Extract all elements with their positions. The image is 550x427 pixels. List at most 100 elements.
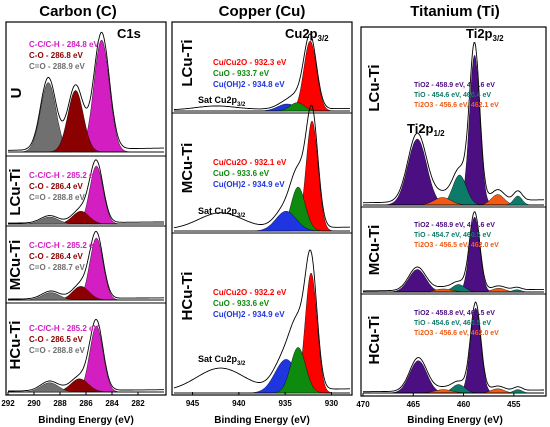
legend-c-u-cch: C-C/C-H - 284.8 eV <box>29 40 99 49</box>
legend-cu-mcu-cu2o: Cu/Cu2O - 932.1 eV <box>213 158 287 167</box>
legend-ti-hcu-tio2: TiO2 - 458.8 eV, 464.5 eV <box>414 310 495 317</box>
tick-label-1-1: 940 <box>232 399 246 408</box>
legend-c-mcu: C-C/C-H - 285.2 eV C-O - 286.4 eV C=O - … <box>29 241 99 272</box>
legend-c-lcu-cch: C-C/C-H - 285.2 eV <box>29 171 99 180</box>
legend-ti-hcu-ti2o3: Ti2O3 - 456.6 eV, 462.0 eV <box>414 330 499 337</box>
sat-label-lcu-sub: 3/2 <box>237 102 246 108</box>
sample-label-c-hcu: HCu-Ti <box>7 321 24 370</box>
sat-label-hcu-sub: 3/2 <box>237 361 246 367</box>
legend-cu-hcu: Cu/Cu2O - 932.2 eV CuO - 933.6 eV Cu(OH)… <box>213 288 287 319</box>
tick-label-2-2: 460 <box>457 400 471 409</box>
peak-2-mcu-ti-5 <box>363 289 544 293</box>
legend-ti-mcu-tio2: TiO2 - 458.9 eV, 464.6 eV <box>414 222 495 229</box>
legend-c-mcu-ceo: C=O - 288.7 eV <box>29 263 85 272</box>
titanium-title: Titanium (Ti) <box>410 3 499 20</box>
legend-c-lcu-ceo: C=O - 288.8 eV <box>29 193 85 202</box>
legend-ti-lcu-tio: TiO - 454.6 eV, 460.4 eV <box>414 92 491 99</box>
envelope-2-lcu-ti <box>363 42 545 204</box>
ti2p12-label: Ti2p1/2 <box>407 121 445 138</box>
envelope-2-mcu-ti <box>363 211 544 292</box>
envelope-0-lcu-ti <box>8 159 164 224</box>
xlabel-titanium: Binding Energy (eV) <box>407 415 503 426</box>
sample-label-u: U <box>8 88 25 99</box>
legend-ti-lcu: TiO2 - 458.9 eV, 464.6 eV TiO - 454.6 eV… <box>414 82 499 109</box>
legend-ti-hcu-tio: TiO - 454.6 eV, 460.5 eV <box>414 320 491 327</box>
peak-2-lcu-ti-0 <box>363 54 544 206</box>
cu2p-label: Cu2p3/2 <box>285 26 329 43</box>
tick-label-1-0: 945 <box>186 399 200 408</box>
legend-c-u: C-C/C-H - 284.8 eV C-O - 286.8 eV C=O - … <box>29 40 99 71</box>
envelope-1-lcu-ti <box>173 33 351 111</box>
legend-c-hcu-cch: C-C/C-H - 285.2 eV <box>29 324 99 333</box>
titanium-frame <box>360 26 547 397</box>
tick-label-0-4: 284 <box>105 399 119 408</box>
sample-label-ti-hcu: HCu-Ti <box>366 316 383 365</box>
tick-label-2-1: 465 <box>407 400 421 409</box>
legend-ti-mcu: TiO2 - 458.9 eV, 464.6 eV TiO - 454.7 eV… <box>414 222 499 249</box>
peak-2-hcu-ti-5 <box>363 389 544 394</box>
legend-cu-mcu: Cu/Cu2O - 932.1 eV CuO - 933.6 eV Cu(OH)… <box>213 158 287 189</box>
sample-label-c-lcu: LCu-Ti <box>7 168 24 215</box>
sat-label-mcu-main: Sat Cu2p <box>198 206 238 216</box>
legend-c-mcu-cch: C-C/C-H - 285.2 eV <box>29 241 99 250</box>
sat-label-lcu: Sat Cu2p3/2 <box>198 95 246 108</box>
legend-cu-lcu-cu2o: Cu/Cu2O - 932.3 eV <box>213 58 287 67</box>
sample-label-c-mcu: MCu-Ti <box>7 240 24 291</box>
ti2p32-sub: 3/2 <box>493 34 505 43</box>
legend-ti-mcu-ti2o3: Ti2O3 - 456.5 eV, 462.0 eV <box>414 242 499 249</box>
legend-c-lcu: C-C/C-H - 285.2 eV C-O - 286.4 eV C=O - … <box>29 171 99 202</box>
legend-ti-lcu-ti2o3: Ti2O3 - 456.6 eV, 462.1 eV <box>414 102 499 109</box>
tick-label-1-2: 935 <box>278 399 292 408</box>
peak-1-hcu-ti-2 <box>174 347 350 394</box>
envelope-1-hcu-ti <box>173 249 350 390</box>
legend-c-lcu-co: C-O - 286.4 eV <box>29 182 83 191</box>
peak-2-lcu-ti-5 <box>363 195 544 206</box>
envelope-0-u <box>8 31 164 151</box>
envelope-2-hcu-ti <box>363 301 544 393</box>
sat-label-hcu-main: Sat Cu2p <box>198 354 238 364</box>
legend-ti-mcu-tio: TiO - 454.7 eV, 460.5 eV <box>414 232 491 239</box>
legend-c-hcu-co: C-O - 286.5 eV <box>29 335 83 344</box>
legend-ti-lcu-tio2: TiO2 - 458.9 eV, 464.6 eV <box>414 82 495 89</box>
legend-cu-mcu-cuoh: Cu(OH)2 - 934.9 eV <box>213 180 285 189</box>
cu2p-main: Cu2p <box>285 26 318 41</box>
peak-0-lcu-ti-2 <box>8 216 164 225</box>
sample-label-cu-hcu: HCu-Ti <box>179 272 196 321</box>
tick-label-0-1: 290 <box>27 399 41 408</box>
sample-label-cu-mcu: MCu-Ti <box>179 143 196 194</box>
envelope-1-mcu-ti <box>173 104 351 229</box>
tick-label-2-3: 455 <box>507 400 521 409</box>
legend-c-u-co: C-O - 286.8 eV <box>29 51 83 60</box>
ti2p32-label: Ti2p3/2 <box>466 26 504 43</box>
tick-label-2-0: 470 <box>356 400 370 409</box>
legend-c-hcu: C-C/C-H - 285.2 eV C-O - 286.5 eV C=O - … <box>29 324 99 355</box>
tick-label-0-2: 288 <box>53 399 67 408</box>
sat-label-mcu: Sat Cu2p3/2 <box>198 206 246 219</box>
peak-1-mcu-ti-2 <box>174 211 350 232</box>
sat-label-mcu-sub: 3/2 <box>237 213 246 219</box>
copper-title: Copper (Cu) <box>219 3 306 20</box>
legend-cu-lcu-cuoh: Cu(OH)2 - 934.8 eV <box>213 80 285 89</box>
legend-c-mcu-co: C-O - 286.4 eV <box>29 252 83 261</box>
legend-cu-lcu-cuo: CuO - 933.7 eV <box>213 69 270 78</box>
sample-label-ti-lcu: LCu-Ti <box>366 64 383 111</box>
peak-1-lcu-ti-2 <box>174 102 350 112</box>
carbon-title: Carbon (C) <box>39 3 117 20</box>
c1s-label: C1s <box>117 26 141 41</box>
sat-label-lcu-main: Sat Cu2p <box>198 95 238 105</box>
legend-cu-mcu-cuo: CuO - 933.6 eV <box>213 169 270 178</box>
legend-c-u-ceo: C=O - 288.9 eV <box>29 62 85 71</box>
sat-label-hcu: Sat Cu2p3/2 <box>198 354 246 367</box>
tick-label-0-0: 292 <box>1 399 15 408</box>
legend-cu-hcu-cu2o: Cu/Cu2O - 932.2 eV <box>213 288 287 297</box>
sample-label-ti-mcu: MCu-Ti <box>366 225 383 276</box>
copper-frame <box>171 21 353 396</box>
sample-label-cu-lcu: LCu-Ti <box>179 39 196 86</box>
tick-label-0-3: 286 <box>79 399 93 408</box>
legend-cu-hcu-cuoh: Cu(OH)2 - 934.9 eV <box>213 310 285 319</box>
cu2p-sub: 3/2 <box>318 34 330 43</box>
xlabel-carbon: Binding Energy (eV) <box>38 415 134 426</box>
legend-cu-lcu: Cu/Cu2O - 932.3 eV CuO - 933.7 eV Cu(OH)… <box>213 58 287 89</box>
ti2p12-main: Ti2p <box>407 121 434 136</box>
